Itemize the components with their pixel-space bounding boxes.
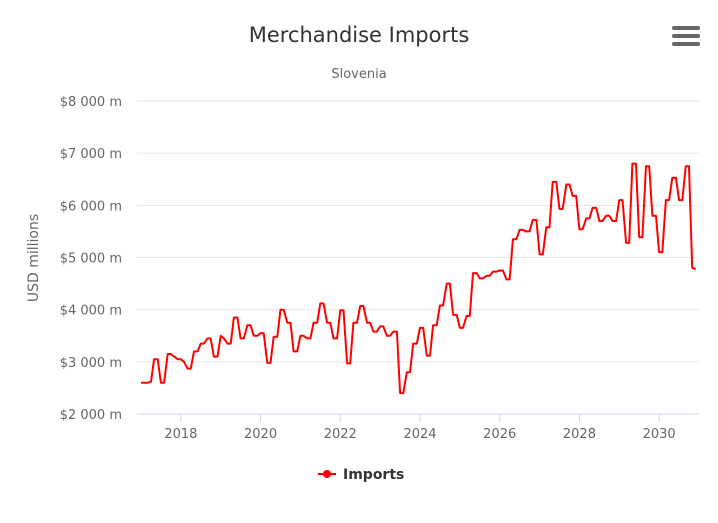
y-tick-label: $4 000 m xyxy=(60,304,122,319)
series-line-imports[interactable] xyxy=(141,162,697,395)
x-tick-label: 2026 xyxy=(483,427,516,442)
x-tick-label: 2028 xyxy=(563,427,596,442)
legend[interactable]: Imports xyxy=(318,467,404,483)
x-tick-label: 2024 xyxy=(403,427,436,442)
x-axis-ticks xyxy=(180,414,660,422)
x-tick-label: 2022 xyxy=(324,427,357,442)
chart-subtitle: Slovenia xyxy=(331,67,386,82)
y-axis-title: USD millions xyxy=(26,214,42,302)
y-tick-label: $7 000 m xyxy=(60,147,122,162)
y-tick-label: $2 000 m xyxy=(60,408,122,423)
y-tick-label: $8 000 m xyxy=(60,95,122,110)
legend-label-imports[interactable]: Imports xyxy=(343,467,404,483)
legend-marker-imports xyxy=(323,470,331,478)
menu-icon-bar xyxy=(672,34,700,38)
menu-icon-bar xyxy=(672,26,700,30)
x-tick-label: 2018 xyxy=(164,427,197,442)
x-tick-label: 2020 xyxy=(244,427,277,442)
x-tick-label: 2030 xyxy=(643,427,676,442)
menu-icon[interactable] xyxy=(672,26,700,52)
x-axis-labels: 2018 2020 2022 2024 2026 2028 2030 xyxy=(164,427,675,442)
menu-icon-bar xyxy=(672,42,700,46)
gridlines xyxy=(137,100,699,363)
y-tick-label: $6 000 m xyxy=(60,199,122,214)
y-tick-label: $3 000 m xyxy=(60,356,122,371)
y-axis-labels: $2 000 m $3 000 m $4 000 m $5 000 m $6 000 m… xyxy=(60,95,122,423)
y-tick-label: $5 000 m xyxy=(60,252,122,267)
chart-title: Merchandise Imports xyxy=(249,23,470,47)
